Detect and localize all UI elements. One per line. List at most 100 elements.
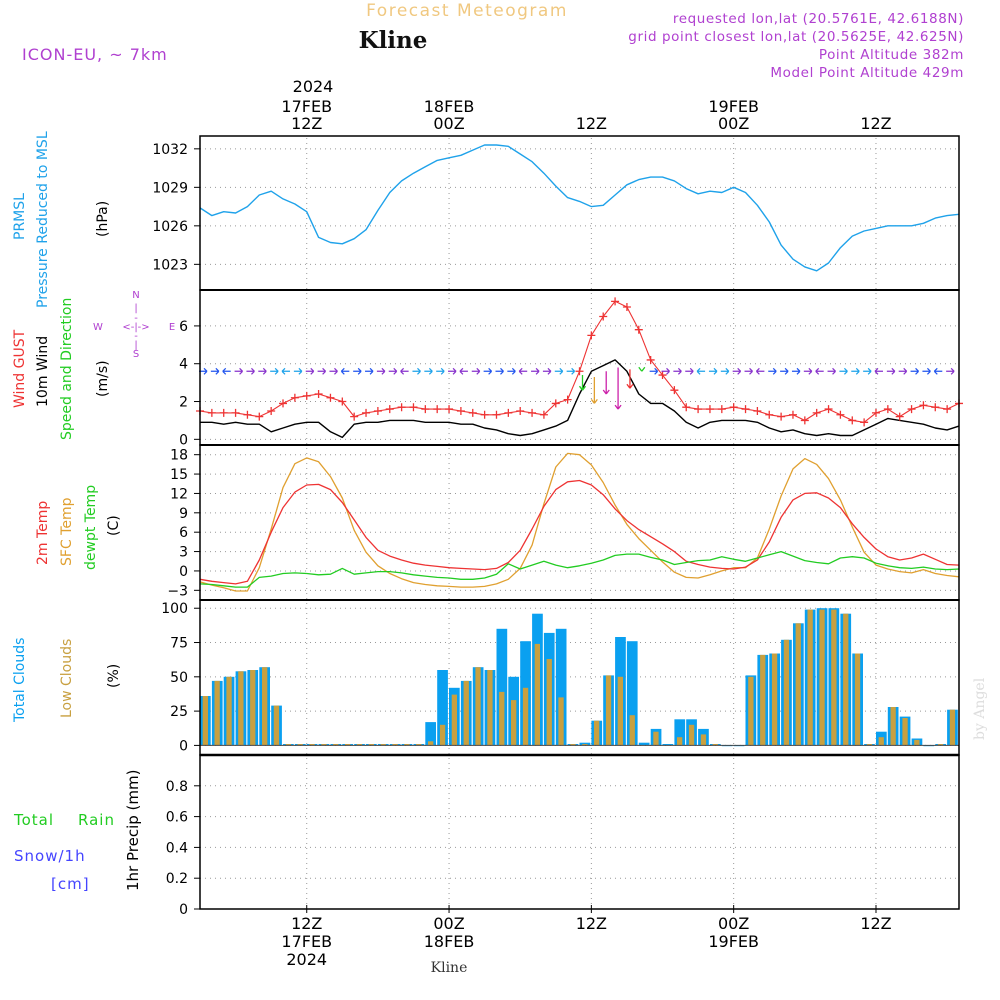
- temp-label-dewpt: dewpt Temp: [83, 485, 99, 570]
- gust-marker: [243, 410, 252, 419]
- gust-marker: [539, 410, 548, 419]
- low-cloud-bar: [262, 667, 268, 746]
- temp-tick-label: −3: [167, 583, 188, 599]
- wind-direction-arrow: [649, 367, 659, 375]
- axes-layer: 17FEB12Z12Z17FEB202418FEB00Z00Z18FEB12Z1…: [152, 97, 891, 969]
- gust-marker: [279, 399, 288, 408]
- gust-marker: [777, 412, 786, 421]
- wind-direction-arrow: [898, 367, 908, 375]
- low-cloud-bar: [688, 724, 695, 746]
- wind-direction-arrow: [412, 367, 421, 375]
- gust-marker: [528, 408, 537, 417]
- wind-label-dir: Speed and Direction: [59, 298, 75, 440]
- gust-marker: [883, 405, 892, 414]
- gust-marker: [421, 405, 430, 414]
- gust-marker: [907, 405, 916, 414]
- top-year: 2024: [293, 77, 334, 96]
- wind-direction-arrow: [602, 371, 610, 395]
- gust-marker: [445, 405, 454, 414]
- low-cloud-bar: [795, 623, 801, 746]
- wind-direction-arrow: [768, 367, 777, 375]
- wind-direction-arrow: [270, 367, 279, 375]
- wind-direction-arrow: [424, 367, 433, 375]
- low-cloud-bar: [356, 744, 363, 746]
- low-cloud-bar: [771, 653, 778, 746]
- wind-direction-arrow: [922, 367, 931, 375]
- svg-text:-: -: [134, 313, 138, 324]
- low-cloud-bar: [439, 724, 446, 746]
- low-cloud-bar: [594, 720, 600, 746]
- low-cloud-bar: [368, 744, 374, 746]
- low-cloud-bar: [854, 653, 861, 746]
- total-cloud-bar: [555, 628, 567, 746]
- low-cloud-bar: [890, 707, 896, 746]
- precip-label-snow: Snow/1h: [14, 847, 86, 865]
- wind-direction-arrow: [222, 367, 231, 375]
- temp-tick-label: 9: [179, 506, 188, 522]
- wind-direction-arrow: [436, 367, 445, 375]
- gust-marker: [836, 410, 845, 419]
- gust-marker: [682, 403, 691, 412]
- watermark: by Angel: [972, 677, 988, 740]
- low-cloud-bar: [760, 654, 766, 746]
- wind-label-gust: Wind GUST: [12, 329, 28, 408]
- temp-tick-label: 3: [179, 545, 188, 561]
- wind-direction-arrow: [554, 367, 564, 375]
- gust-marker: [207, 408, 216, 417]
- gust-marker: [563, 395, 572, 404]
- temp-tick-label: 18: [170, 448, 188, 464]
- low-cloud-bar: [807, 609, 813, 746]
- gust-marker: [729, 403, 738, 412]
- precip-tick-label: 0.6: [166, 810, 188, 826]
- low-cloud-bar: [522, 687, 529, 746]
- wind-speed-line: [200, 359, 960, 439]
- low-cloud-bar: [380, 744, 386, 746]
- 2m-temp-line: [199, 479, 960, 585]
- low-cloud-bar: [226, 676, 232, 746]
- wind-direction-arrow: [258, 367, 267, 375]
- gust-marker: [290, 393, 299, 402]
- model-label: ICON-EU, ~ 7km: [22, 45, 168, 64]
- precip-axis-label: 1hr Precip (mm): [124, 770, 142, 891]
- wind-direction-arrow: [400, 367, 409, 375]
- precip-tick-label: 0.2: [166, 871, 188, 887]
- low-cloud-bar: [617, 676, 623, 746]
- wind-direction-arrow: [590, 376, 598, 404]
- pressure-unit: (hPa): [95, 201, 111, 237]
- gust-marker: [860, 418, 869, 427]
- low-cloud-bar: [487, 670, 493, 746]
- wind-direction-arrow: [839, 367, 848, 375]
- precip-label-rain: Rain: [78, 811, 115, 829]
- wind-direction-arrow: [827, 367, 836, 375]
- gust-marker: [373, 406, 382, 415]
- wind-direction-arrow: [376, 367, 386, 375]
- low-cloud-bar: [404, 744, 410, 746]
- gust-marker: [646, 355, 655, 364]
- point-altitude: Point Altitude 382m: [819, 47, 964, 63]
- requested-coords: requested lon,lat (20.5761E, 42.6188N): [673, 11, 964, 27]
- time-label-bottom: 12Z: [576, 914, 607, 933]
- gust-marker: [302, 391, 311, 400]
- wind-direction-arrow: [495, 367, 504, 375]
- time-label-top: 12Z: [860, 114, 891, 133]
- precip-label-total: Total: [13, 811, 54, 829]
- pressure-line: [199, 144, 960, 272]
- low-cloud-bar: [202, 696, 208, 746]
- wind-direction-arrow: [388, 367, 398, 375]
- low-cloud-bar: [333, 744, 339, 746]
- wind-tick-label: 4: [179, 357, 188, 373]
- wind-direction-arrow: [614, 367, 622, 410]
- precip-tick-label: 0.8: [166, 779, 188, 795]
- precip-tick-label: 0: [179, 902, 188, 918]
- temp-label-2m: 2m Temp: [35, 501, 51, 565]
- low-cloud-bar: [783, 639, 790, 746]
- clouds-unit: (%): [106, 664, 122, 688]
- marks-layer: [196, 144, 963, 747]
- time-label-top: 12Z: [291, 114, 322, 133]
- pressure-tick-label: 1029: [152, 180, 188, 196]
- temp-tick-label: 12: [170, 486, 188, 502]
- svg-text:E: E: [169, 322, 175, 333]
- temp-tick-label: 15: [170, 467, 188, 483]
- wind-direction-arrow: [685, 367, 694, 375]
